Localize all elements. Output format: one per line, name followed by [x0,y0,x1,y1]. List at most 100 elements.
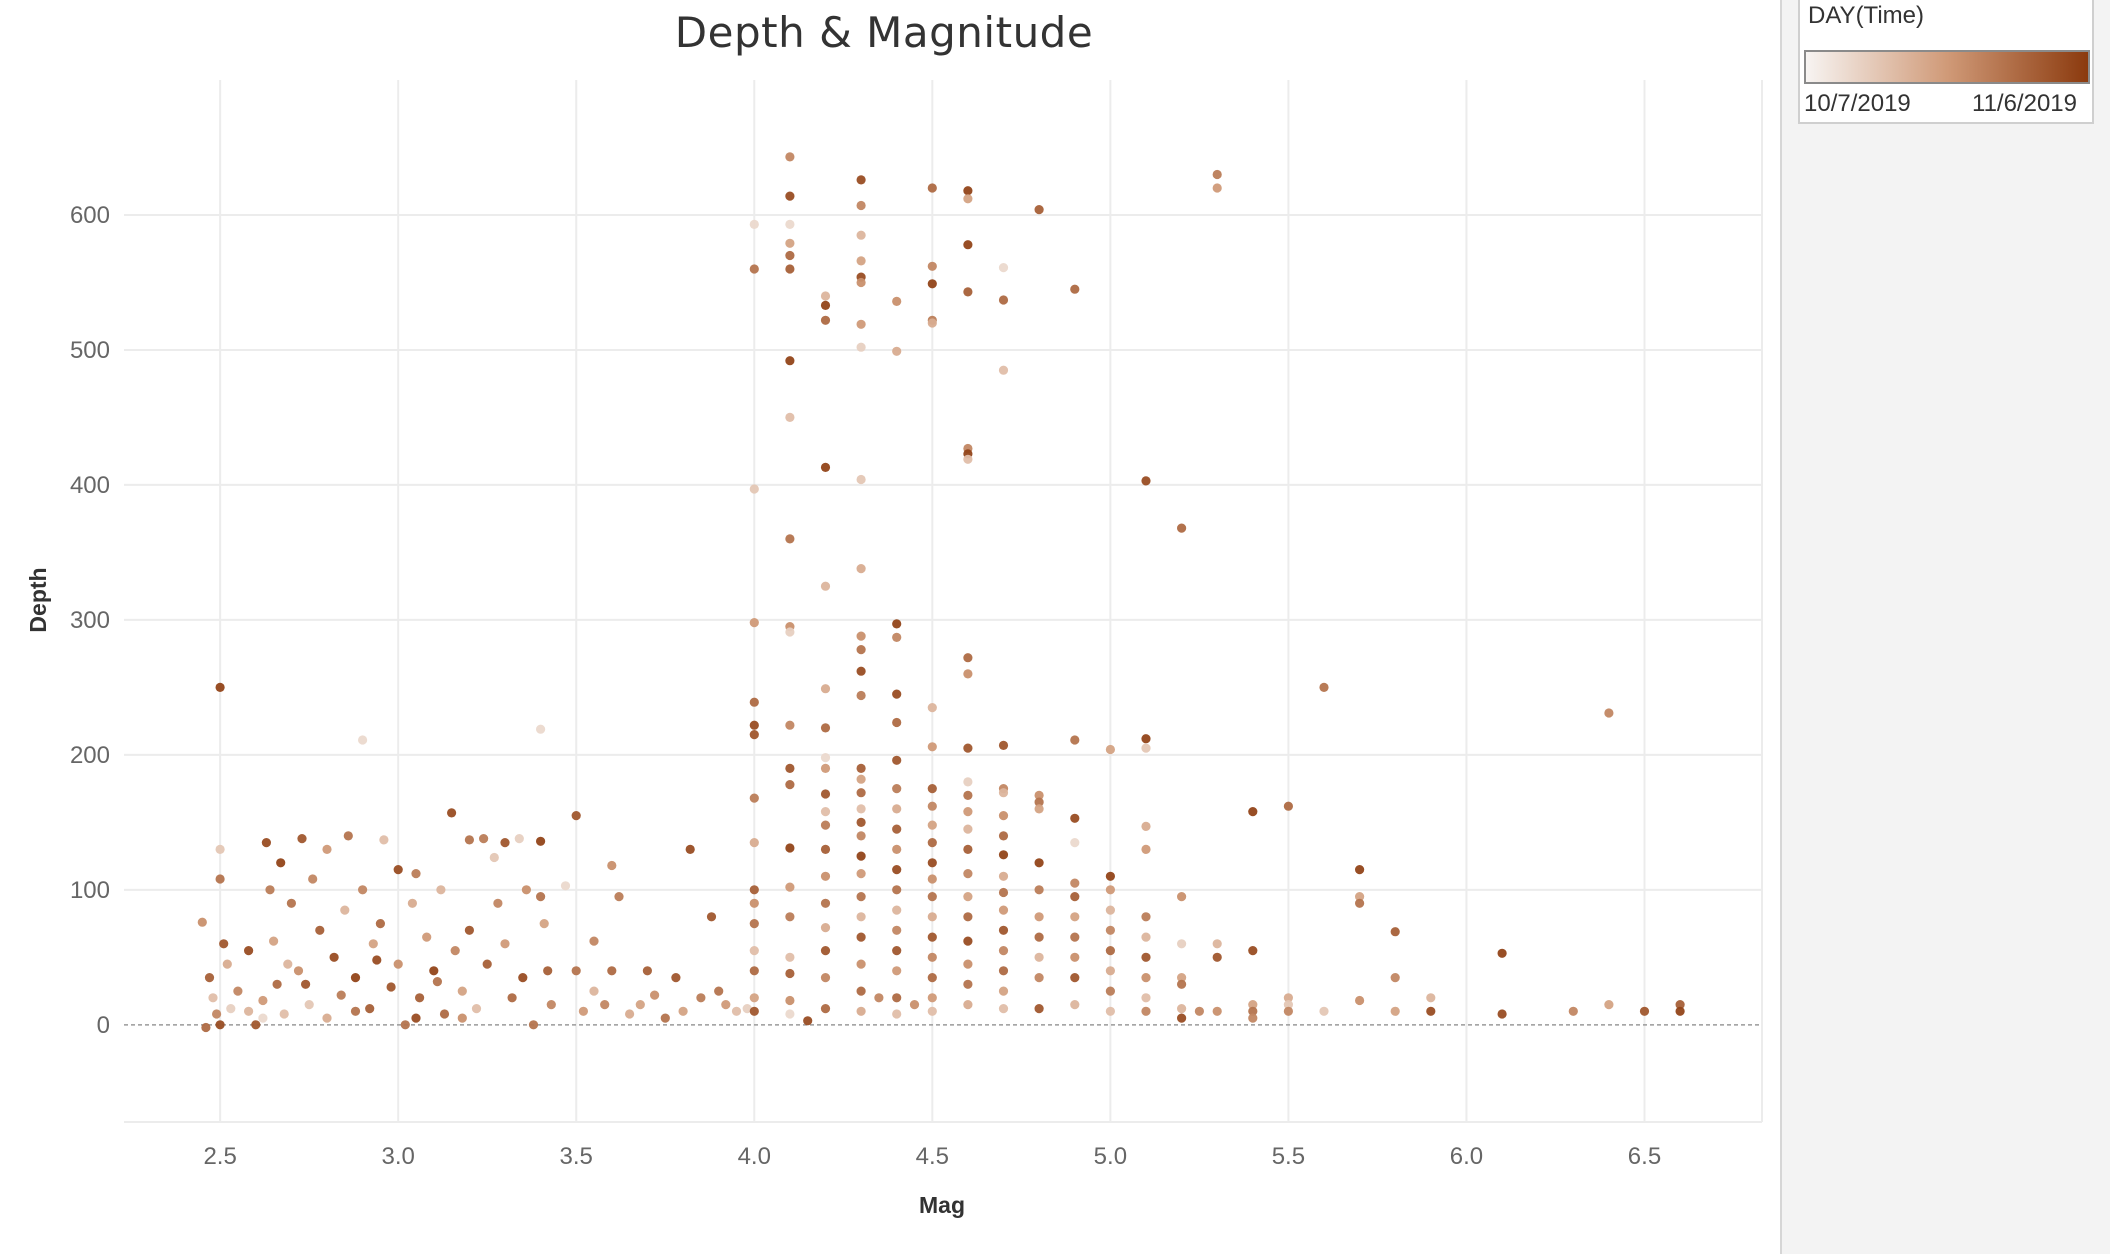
data-point[interactable] [856,959,866,969]
data-point[interactable] [856,175,866,185]
data-point[interactable] [785,219,795,229]
data-point[interactable] [297,834,307,844]
data-point[interactable] [963,807,973,817]
data-point[interactable] [892,632,902,643]
data-point[interactable] [607,966,617,976]
data-point[interactable] [578,1006,589,1016]
data-point[interactable] [998,788,1009,798]
data-point[interactable] [1141,952,1151,962]
data-point[interactable] [892,993,902,1003]
data-point[interactable] [1034,790,1044,801]
data-point[interactable] [785,995,795,1006]
data-point[interactable] [892,1009,902,1019]
data-point[interactable] [749,219,759,229]
data-point[interactable] [1248,1000,1258,1010]
data-point[interactable] [375,919,385,929]
data-point[interactable] [963,790,973,801]
data-point[interactable] [1248,807,1258,817]
data-point[interactable] [963,959,973,969]
data-point[interactable] [749,720,759,730]
data-point[interactable] [785,780,795,790]
data-point[interactable] [1070,878,1080,888]
data-point[interactable] [1319,1006,1329,1016]
data-point[interactable] [422,932,432,942]
data-point[interactable] [856,200,866,211]
data-point[interactable] [927,801,937,811]
data-point[interactable] [1355,865,1365,875]
data-point[interactable] [464,835,474,845]
data-point[interactable] [892,824,902,834]
data-point[interactable] [927,703,937,713]
data-point[interactable] [447,808,457,818]
data-point[interactable] [436,885,446,895]
data-point[interactable] [963,936,973,946]
data-point[interactable] [856,869,866,879]
data-point[interactable] [244,1006,254,1016]
data-point[interactable] [820,923,831,933]
data-point[interactable] [350,1006,361,1016]
data-point[interactable] [892,755,902,765]
data-point[interactable] [998,263,1009,273]
data-point[interactable] [215,682,225,693]
data-point[interactable] [1105,1006,1115,1016]
data-point[interactable] [820,581,831,591]
data-point[interactable] [1212,1006,1222,1016]
data-point[interactable] [261,838,271,848]
data-point[interactable] [1355,892,1365,902]
data-point[interactable] [927,742,937,752]
data-point[interactable] [706,912,717,922]
data-point[interactable] [1390,973,1400,983]
data-point[interactable] [358,735,368,745]
data-point[interactable] [293,966,304,976]
data-point[interactable] [1070,284,1080,294]
data-point[interactable] [514,834,524,844]
data-point[interactable] [749,1006,759,1016]
data-point[interactable] [785,627,795,637]
data-point[interactable] [892,619,902,629]
data-point[interactable] [820,946,831,956]
data-point[interactable] [927,912,937,922]
data-point[interactable] [1034,1004,1044,1014]
data-point[interactable] [1141,912,1151,922]
data-point[interactable] [219,939,229,949]
data-point[interactable] [1675,1006,1685,1016]
data-point[interactable] [892,296,902,306]
data-point[interactable] [1141,1006,1151,1016]
data-point[interactable] [226,1004,236,1014]
data-point[interactable] [368,939,378,949]
data-point[interactable] [233,986,243,996]
data-point[interactable] [820,462,831,472]
data-point[interactable] [1141,993,1151,1003]
data-point[interactable] [820,300,831,310]
data-point[interactable] [731,1006,742,1016]
data-point[interactable] [927,1006,937,1016]
data-point[interactable] [998,887,1009,898]
data-point[interactable] [856,474,866,485]
data-point[interactable] [1248,1006,1258,1016]
data-point[interactable] [963,869,973,879]
data-point[interactable] [1141,734,1151,744]
data-point[interactable] [892,784,902,794]
data-point[interactable] [536,836,546,846]
data-point[interactable] [820,315,831,325]
data-point[interactable] [1248,946,1258,956]
data-point[interactable] [1034,952,1044,962]
data-point[interactable] [856,763,866,774]
data-point[interactable] [998,1004,1009,1014]
data-point[interactable] [660,1013,670,1023]
data-point[interactable] [322,1013,332,1023]
data-point[interactable] [892,905,902,915]
data-point[interactable] [856,277,866,288]
data-point[interactable] [892,717,902,728]
data-point[interactable] [1212,939,1222,949]
data-point[interactable] [301,979,311,989]
data-point[interactable] [1070,892,1080,902]
data-point[interactable] [820,763,831,774]
data-point[interactable] [785,264,795,274]
data-point[interactable] [204,973,215,983]
data-point[interactable] [963,194,973,204]
data-point[interactable] [803,1016,813,1026]
data-point[interactable] [1604,1000,1614,1010]
data-point[interactable] [820,898,831,908]
